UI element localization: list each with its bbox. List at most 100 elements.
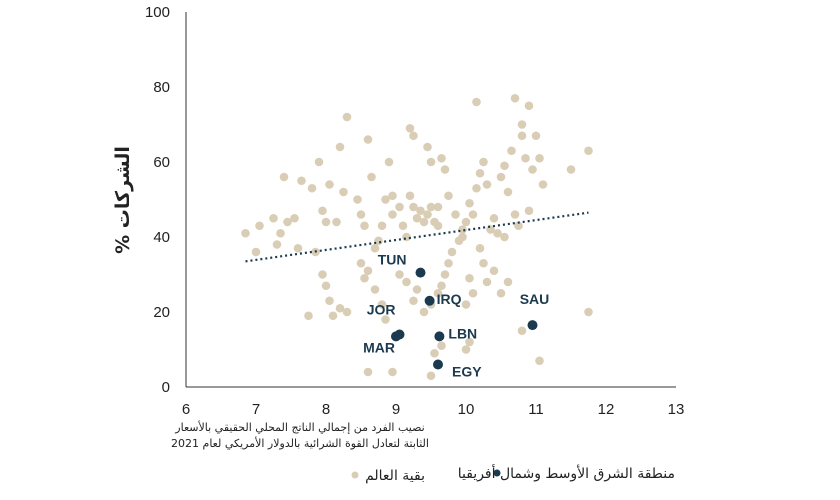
mena-point-label-jor: JOR	[367, 302, 396, 318]
rest-of-world-point	[335, 142, 345, 152]
y-ticks: 0 20 40 60 80 100	[145, 4, 170, 396]
rest-of-world-point	[524, 101, 534, 111]
rest-of-world-point	[342, 112, 352, 122]
rest-of-world-point	[482, 180, 492, 189]
rest-of-world-point	[444, 191, 453, 201]
rest-of-world-point	[423, 142, 432, 152]
rest-of-world-point	[381, 195, 390, 204]
rest-of-world-point	[395, 270, 404, 279]
rest-of-world-point	[423, 210, 432, 219]
rest-of-world-point	[465, 273, 474, 283]
x-tick-label: 12	[598, 401, 615, 418]
y-tick-label: 80	[153, 79, 170, 96]
rest-of-world-point	[363, 266, 373, 276]
mena-series: TUN IRQ JOR MAR LBN EGY SAU	[363, 252, 549, 380]
rest-of-world-point	[472, 97, 481, 107]
mena-point-egy	[433, 359, 443, 370]
rest-of-world-point	[468, 210, 478, 219]
legend-rest-marker	[351, 471, 359, 479]
y-axis-label: % الشركات	[112, 146, 134, 254]
rest-of-world-point	[409, 296, 418, 306]
rest-of-world-point	[465, 337, 474, 347]
mena-point-label-egy: EGY	[452, 364, 482, 380]
rest-of-world-point	[489, 213, 499, 223]
rest-of-world-point	[318, 206, 327, 216]
rest-of-world-point	[517, 120, 527, 129]
mena-point-sau	[527, 320, 538, 331]
rest-of-world-point	[510, 210, 520, 219]
rest-of-world-point	[503, 187, 513, 197]
rest-of-world-point	[521, 153, 530, 163]
rest-of-world-point	[290, 213, 299, 223]
rest-of-world-point	[496, 172, 506, 182]
rest-of-world-point	[461, 300, 471, 309]
rest-of-world-point	[370, 285, 380, 294]
rest-of-world-point	[500, 161, 509, 171]
rest-of-world-point	[419, 217, 429, 227]
rest-of-world-point	[377, 221, 387, 231]
rest-of-world-point	[517, 131, 527, 141]
rest-of-world-point	[500, 232, 509, 242]
rest-of-world-point	[444, 258, 453, 268]
rest-of-world-point	[437, 281, 446, 291]
rest-of-world-point	[465, 198, 474, 208]
rest-of-world-point	[321, 281, 331, 291]
mena-point-lbn	[434, 331, 445, 342]
rest-of-world-point	[279, 172, 289, 182]
rest-of-world-point	[356, 210, 366, 219]
rest-of-world-point	[412, 285, 422, 294]
y-tick-label: 60	[153, 154, 170, 171]
rest-of-world-point	[426, 202, 436, 212]
rest-of-world-point	[388, 191, 397, 201]
rest-of-world-point	[430, 348, 439, 358]
rest-of-world-point	[503, 277, 513, 287]
rest-of-world-series	[241, 93, 593, 381]
rest-of-world-point	[335, 303, 345, 313]
rest-of-world-point	[363, 367, 373, 377]
rest-of-world-point	[388, 367, 397, 377]
rest-of-world-point	[255, 221, 264, 231]
mena-point-mar	[391, 331, 401, 342]
y-tick-label: 0	[162, 379, 170, 396]
rest-of-world-point	[461, 217, 471, 227]
rest-of-world-point	[447, 247, 457, 257]
rest-of-world-point	[475, 243, 485, 253]
rest-of-world-point	[426, 157, 436, 167]
y-tick-label: 40	[153, 229, 170, 246]
rest-of-world-point	[307, 183, 317, 193]
rest-of-world-point	[328, 311, 338, 321]
rest-of-world-point	[384, 157, 394, 167]
rest-of-world-point	[321, 217, 331, 227]
rest-of-world-point	[360, 221, 369, 231]
mena-point-label-irq: IRQ	[437, 291, 462, 307]
x-tick-label: 13	[668, 401, 685, 418]
rest-of-world-point	[472, 183, 481, 193]
legend-mena-marker	[493, 469, 501, 477]
y-tick-label: 20	[153, 304, 170, 321]
rest-of-world-point	[363, 135, 373, 144]
x-axis-label-line-1: نصيب الفرد من إجمالي الناتج المحلي الحقي…	[174, 420, 424, 434]
plot-area: 0 20 40 60 80 100 6 7 8 9 10 11 12 13 TUN IRQ JOR MAR LB…	[145, 4, 684, 418]
rest-of-world-point	[339, 187, 348, 197]
x-tick-label: 11	[528, 401, 544, 418]
rest-of-world-point	[272, 240, 282, 249]
rest-of-world-point	[510, 93, 520, 103]
rest-of-world-point	[514, 221, 523, 231]
rest-of-world-point	[461, 345, 471, 354]
mena-point-label-sau: SAU	[520, 291, 550, 307]
rest-of-world-point	[381, 315, 390, 324]
rest-of-world-point	[395, 202, 404, 212]
rest-of-world-point	[325, 296, 334, 306]
rest-of-world-point	[297, 176, 306, 186]
legend-mena-label: منطقة الشرق الأوسط وشمال أفريقيا	[458, 464, 675, 482]
x-tick-label: 7	[252, 401, 260, 418]
rest-of-world-point	[409, 202, 418, 212]
legend-rest-label: بقية العالم	[365, 468, 425, 484]
rest-of-world-point	[479, 157, 488, 167]
rest-of-world-point	[535, 356, 544, 366]
rest-of-world-point	[367, 172, 376, 182]
rest-of-world-point	[482, 277, 492, 287]
x-tick-label: 8	[322, 401, 330, 418]
rest-of-world-point	[517, 326, 527, 336]
rest-of-world-point	[584, 307, 593, 317]
